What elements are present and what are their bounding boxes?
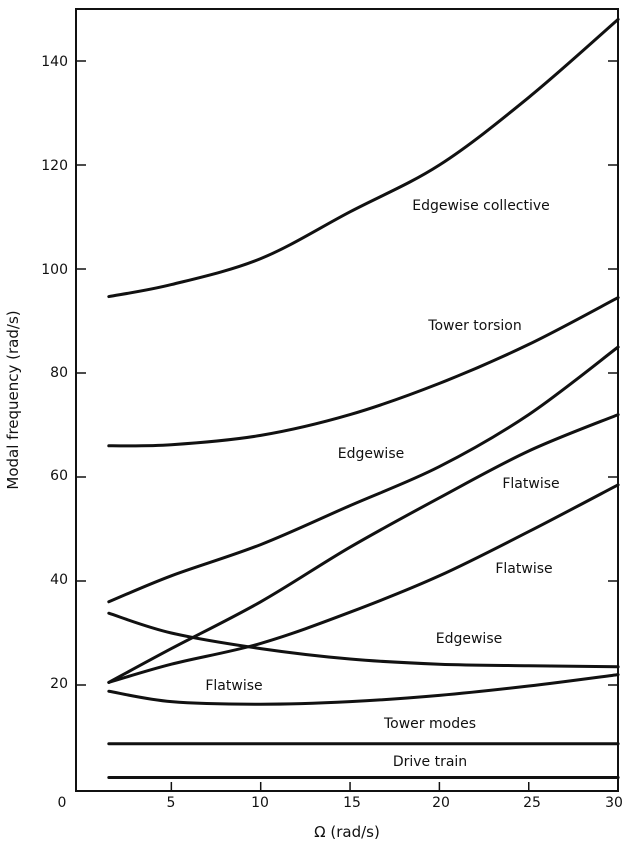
x-tick-label: 30 [605, 795, 623, 811]
y-tick-label: 60 [50, 468, 68, 484]
plot-frame [75, 8, 619, 792]
y-tick-label: 120 [41, 158, 68, 174]
y-tick-label: 40 [50, 572, 68, 588]
series-line-flatwise [107, 483, 620, 684]
series-line-flatwise [107, 413, 620, 684]
curve-label-drive-train: Drive train [393, 754, 467, 770]
x-tick-label: 25 [523, 795, 541, 811]
curve-label-flatwise-middle: Flatwise [495, 561, 552, 577]
curve-label-edgewise-lower: Edgewise [436, 631, 502, 647]
y-tick-label: 80 [50, 365, 68, 381]
curve-label-edgewise-collective: Edgewise collective [412, 198, 550, 214]
curve-label-tower-modes: Tower modes [383, 716, 476, 732]
y-tick-label: 140 [41, 54, 68, 70]
curve-label-flatwise-lower: Flatwise [205, 678, 262, 694]
y-axis-label: Modal frequency (rad/s) [4, 310, 22, 489]
y-tick-label: 20 [50, 676, 68, 692]
series-curves [107, 17, 620, 780]
x-tick-label: 15 [343, 795, 361, 811]
series-line-edgewise-collective [107, 17, 620, 299]
series-line-edgewise [107, 611, 620, 669]
x-tick-label: 0 [58, 795, 67, 811]
series-line-tower-torsion [107, 296, 620, 448]
axis-ticks [76, 60, 619, 791]
series-line-flatwise [107, 673, 620, 706]
curve-label-flatwise-upper: Flatwise [502, 476, 559, 492]
x-axis-label: Ω (rad/s) [314, 823, 380, 841]
x-tick-label: 20 [432, 795, 450, 811]
x-tick-label: 5 [167, 795, 176, 811]
series-line-edgewise [107, 345, 620, 604]
curve-label-tower-torsion: Tower torsion [427, 318, 521, 334]
curve-label-edgewise-upper: Edgewise [338, 446, 404, 462]
y-tick-label: 100 [41, 262, 68, 278]
x-tick-label: 10 [251, 795, 269, 811]
